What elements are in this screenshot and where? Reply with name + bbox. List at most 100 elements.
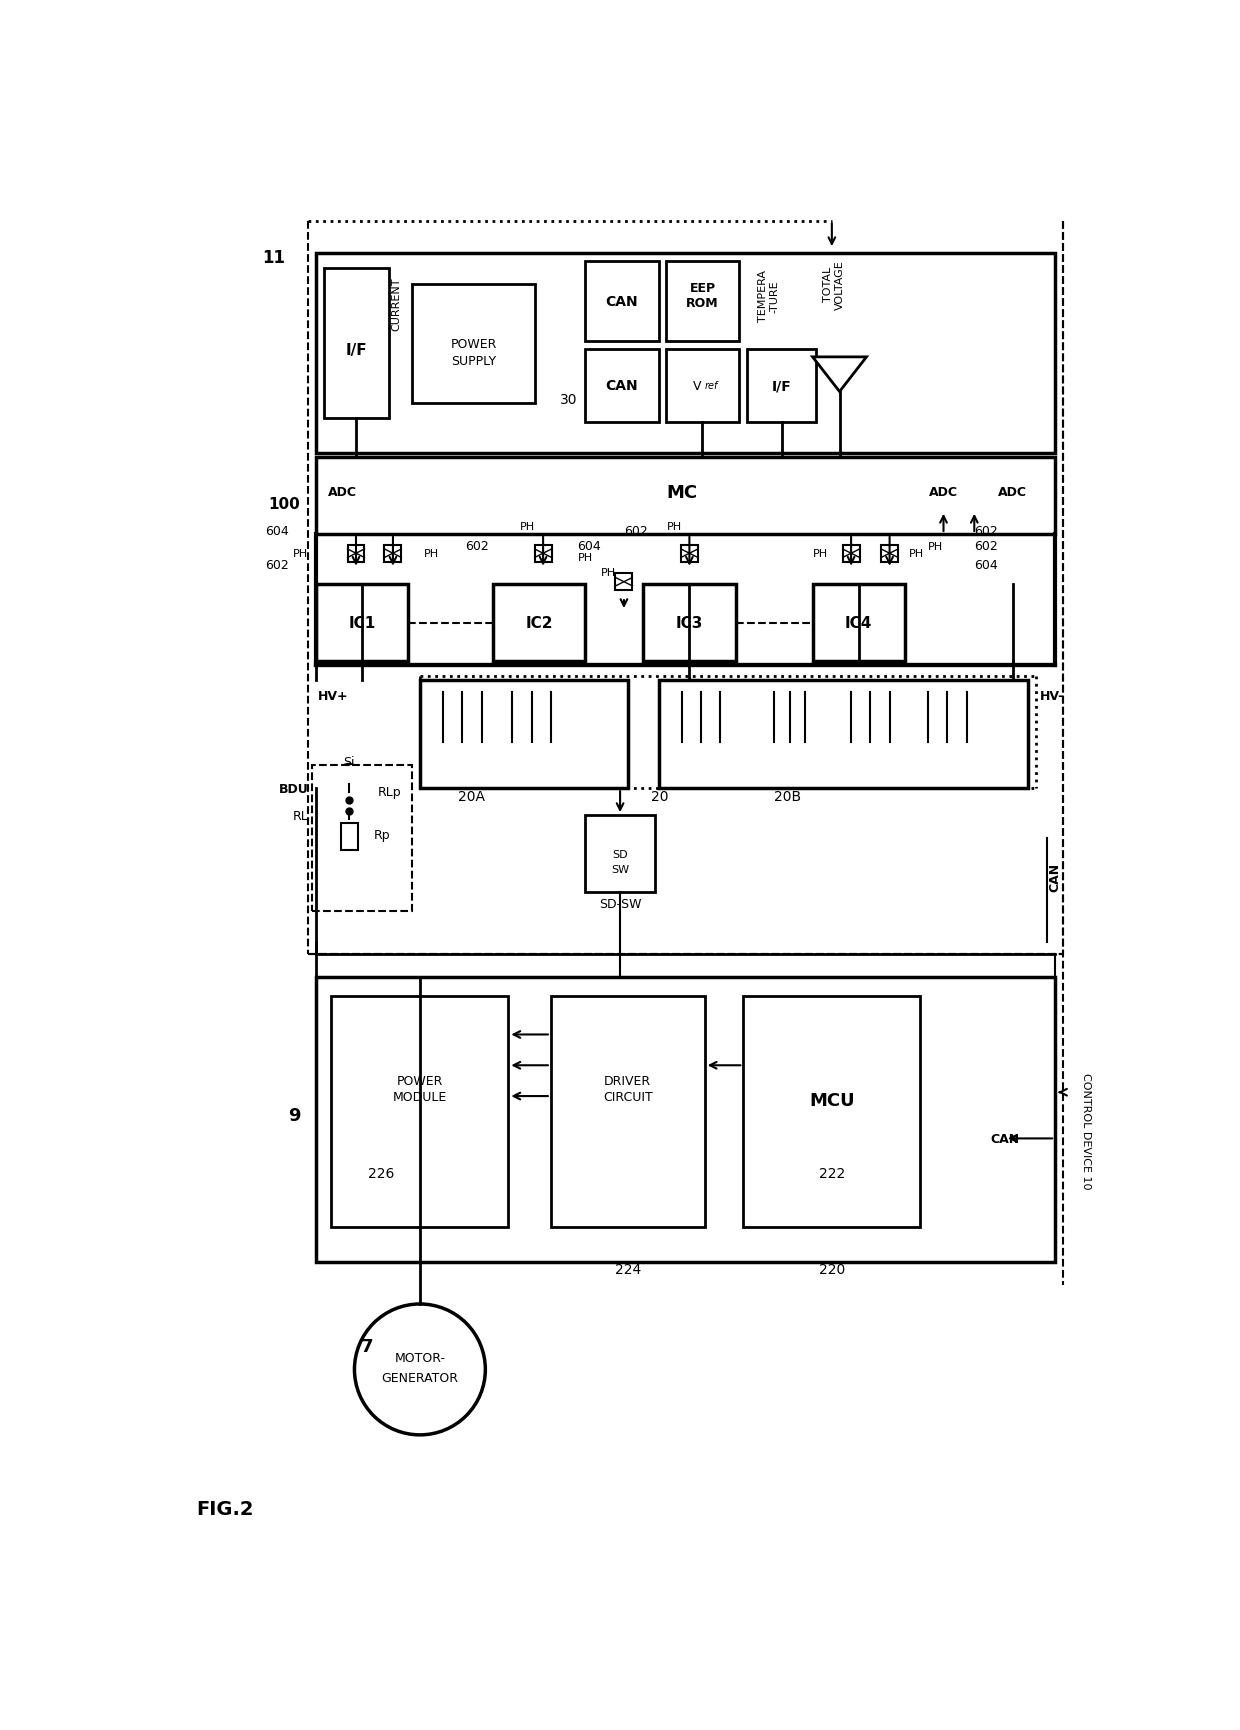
Bar [347,545,365,562]
Bar [812,585,905,661]
Text: 220: 220 [818,1263,844,1277]
Text: CAN: CAN [1049,863,1061,891]
Bar [585,349,658,424]
Text: Si: Si [343,756,355,768]
Text: 604: 604 [265,524,289,538]
Bar [316,977,1055,1261]
Bar [748,349,816,424]
Text: 100: 100 [269,497,300,512]
Text: IC1: IC1 [348,616,376,631]
Bar [420,682,627,789]
Text: ROM: ROM [686,298,719,310]
Bar [681,545,698,562]
Text: SUPPLY: SUPPLY [451,355,496,368]
Text: 20B: 20B [774,789,801,803]
Polygon shape [812,358,867,393]
Text: MODULE: MODULE [393,1090,448,1104]
Text: 30: 30 [560,393,578,407]
Text: ADC: ADC [329,486,357,498]
Bar [843,545,859,562]
Bar [316,585,408,661]
Bar [534,545,552,562]
Bar [551,996,704,1227]
Bar [615,574,632,592]
Bar [494,585,585,661]
Text: SW: SW [611,865,629,874]
Text: 602: 602 [265,559,289,573]
Text: RL: RL [293,810,309,822]
Text: CAN: CAN [605,379,637,393]
Bar [743,996,920,1227]
Text: 11: 11 [262,249,285,266]
Text: 604: 604 [577,540,601,552]
Text: MC: MC [666,483,697,502]
Text: TOTAL: TOTAL [823,266,833,303]
Text: I/F: I/F [773,379,791,393]
Bar [658,682,1028,789]
Text: 604: 604 [975,559,998,573]
Text: CIRCUIT: CIRCUIT [603,1090,652,1104]
Text: ref: ref [704,381,718,391]
Text: IC4: IC4 [846,616,873,631]
Bar [331,996,508,1227]
Text: CAN: CAN [991,1131,1019,1145]
Bar [341,823,358,849]
Bar [316,458,1055,535]
Bar [316,254,1055,453]
Text: 602: 602 [624,524,647,538]
Text: I/F: I/F [345,343,367,358]
Text: 7: 7 [361,1337,373,1356]
Bar [585,261,658,343]
Text: IC3: IC3 [676,616,703,631]
Text: 222: 222 [818,1166,844,1180]
Text: PH: PH [813,548,828,559]
Text: 9: 9 [288,1107,300,1124]
Text: MOTOR-: MOTOR- [394,1351,445,1365]
Text: PH: PH [667,522,682,531]
Text: BDU: BDU [279,782,309,796]
Text: DRIVER: DRIVER [604,1074,651,1088]
Text: POWER: POWER [450,337,497,351]
Text: 20: 20 [651,789,668,803]
Text: RLp: RLp [377,785,402,799]
Text: 602: 602 [465,540,490,552]
Text: PH: PH [293,548,309,559]
Text: PH: PH [424,548,439,559]
Bar [644,585,735,661]
Text: IC2: IC2 [526,616,553,631]
Text: EEP: EEP [689,282,715,294]
Text: CONTROL DEVICE 10: CONTROL DEVICE 10 [1081,1073,1091,1189]
Text: HV-: HV- [1040,690,1064,702]
Text: ADC: ADC [929,486,959,498]
Text: 602: 602 [975,540,998,552]
Text: MCU: MCU [808,1092,854,1109]
Text: V: V [693,379,702,393]
Text: PH: PH [928,541,944,552]
Text: SD: SD [613,849,627,860]
Text: HV+: HV+ [319,690,348,702]
Bar [384,545,402,562]
Bar [412,284,536,403]
Text: ADC: ADC [998,486,1027,498]
Text: VOLTAGE: VOLTAGE [835,260,844,310]
Text: PH: PH [521,522,536,531]
Text: PH: PH [578,554,593,562]
Text: 224: 224 [615,1263,641,1277]
Text: CAN: CAN [605,294,637,308]
Bar [666,261,739,343]
Text: Rp: Rp [373,829,391,841]
Text: -TURE: -TURE [769,280,779,313]
Text: 602: 602 [975,524,998,538]
Text: POWER: POWER [397,1074,443,1088]
Text: CURRENT: CURRENT [392,277,402,330]
Bar [666,349,739,424]
Text: PH: PH [601,567,616,578]
Bar [585,815,655,893]
Text: GENERATOR: GENERATOR [382,1370,459,1384]
Text: PH: PH [909,548,924,559]
Bar [882,545,898,562]
Text: SD-SW: SD-SW [599,898,641,910]
Text: FIG.2: FIG.2 [197,1498,254,1517]
Text: TEMPERA: TEMPERA [758,270,768,322]
Bar [324,270,389,419]
